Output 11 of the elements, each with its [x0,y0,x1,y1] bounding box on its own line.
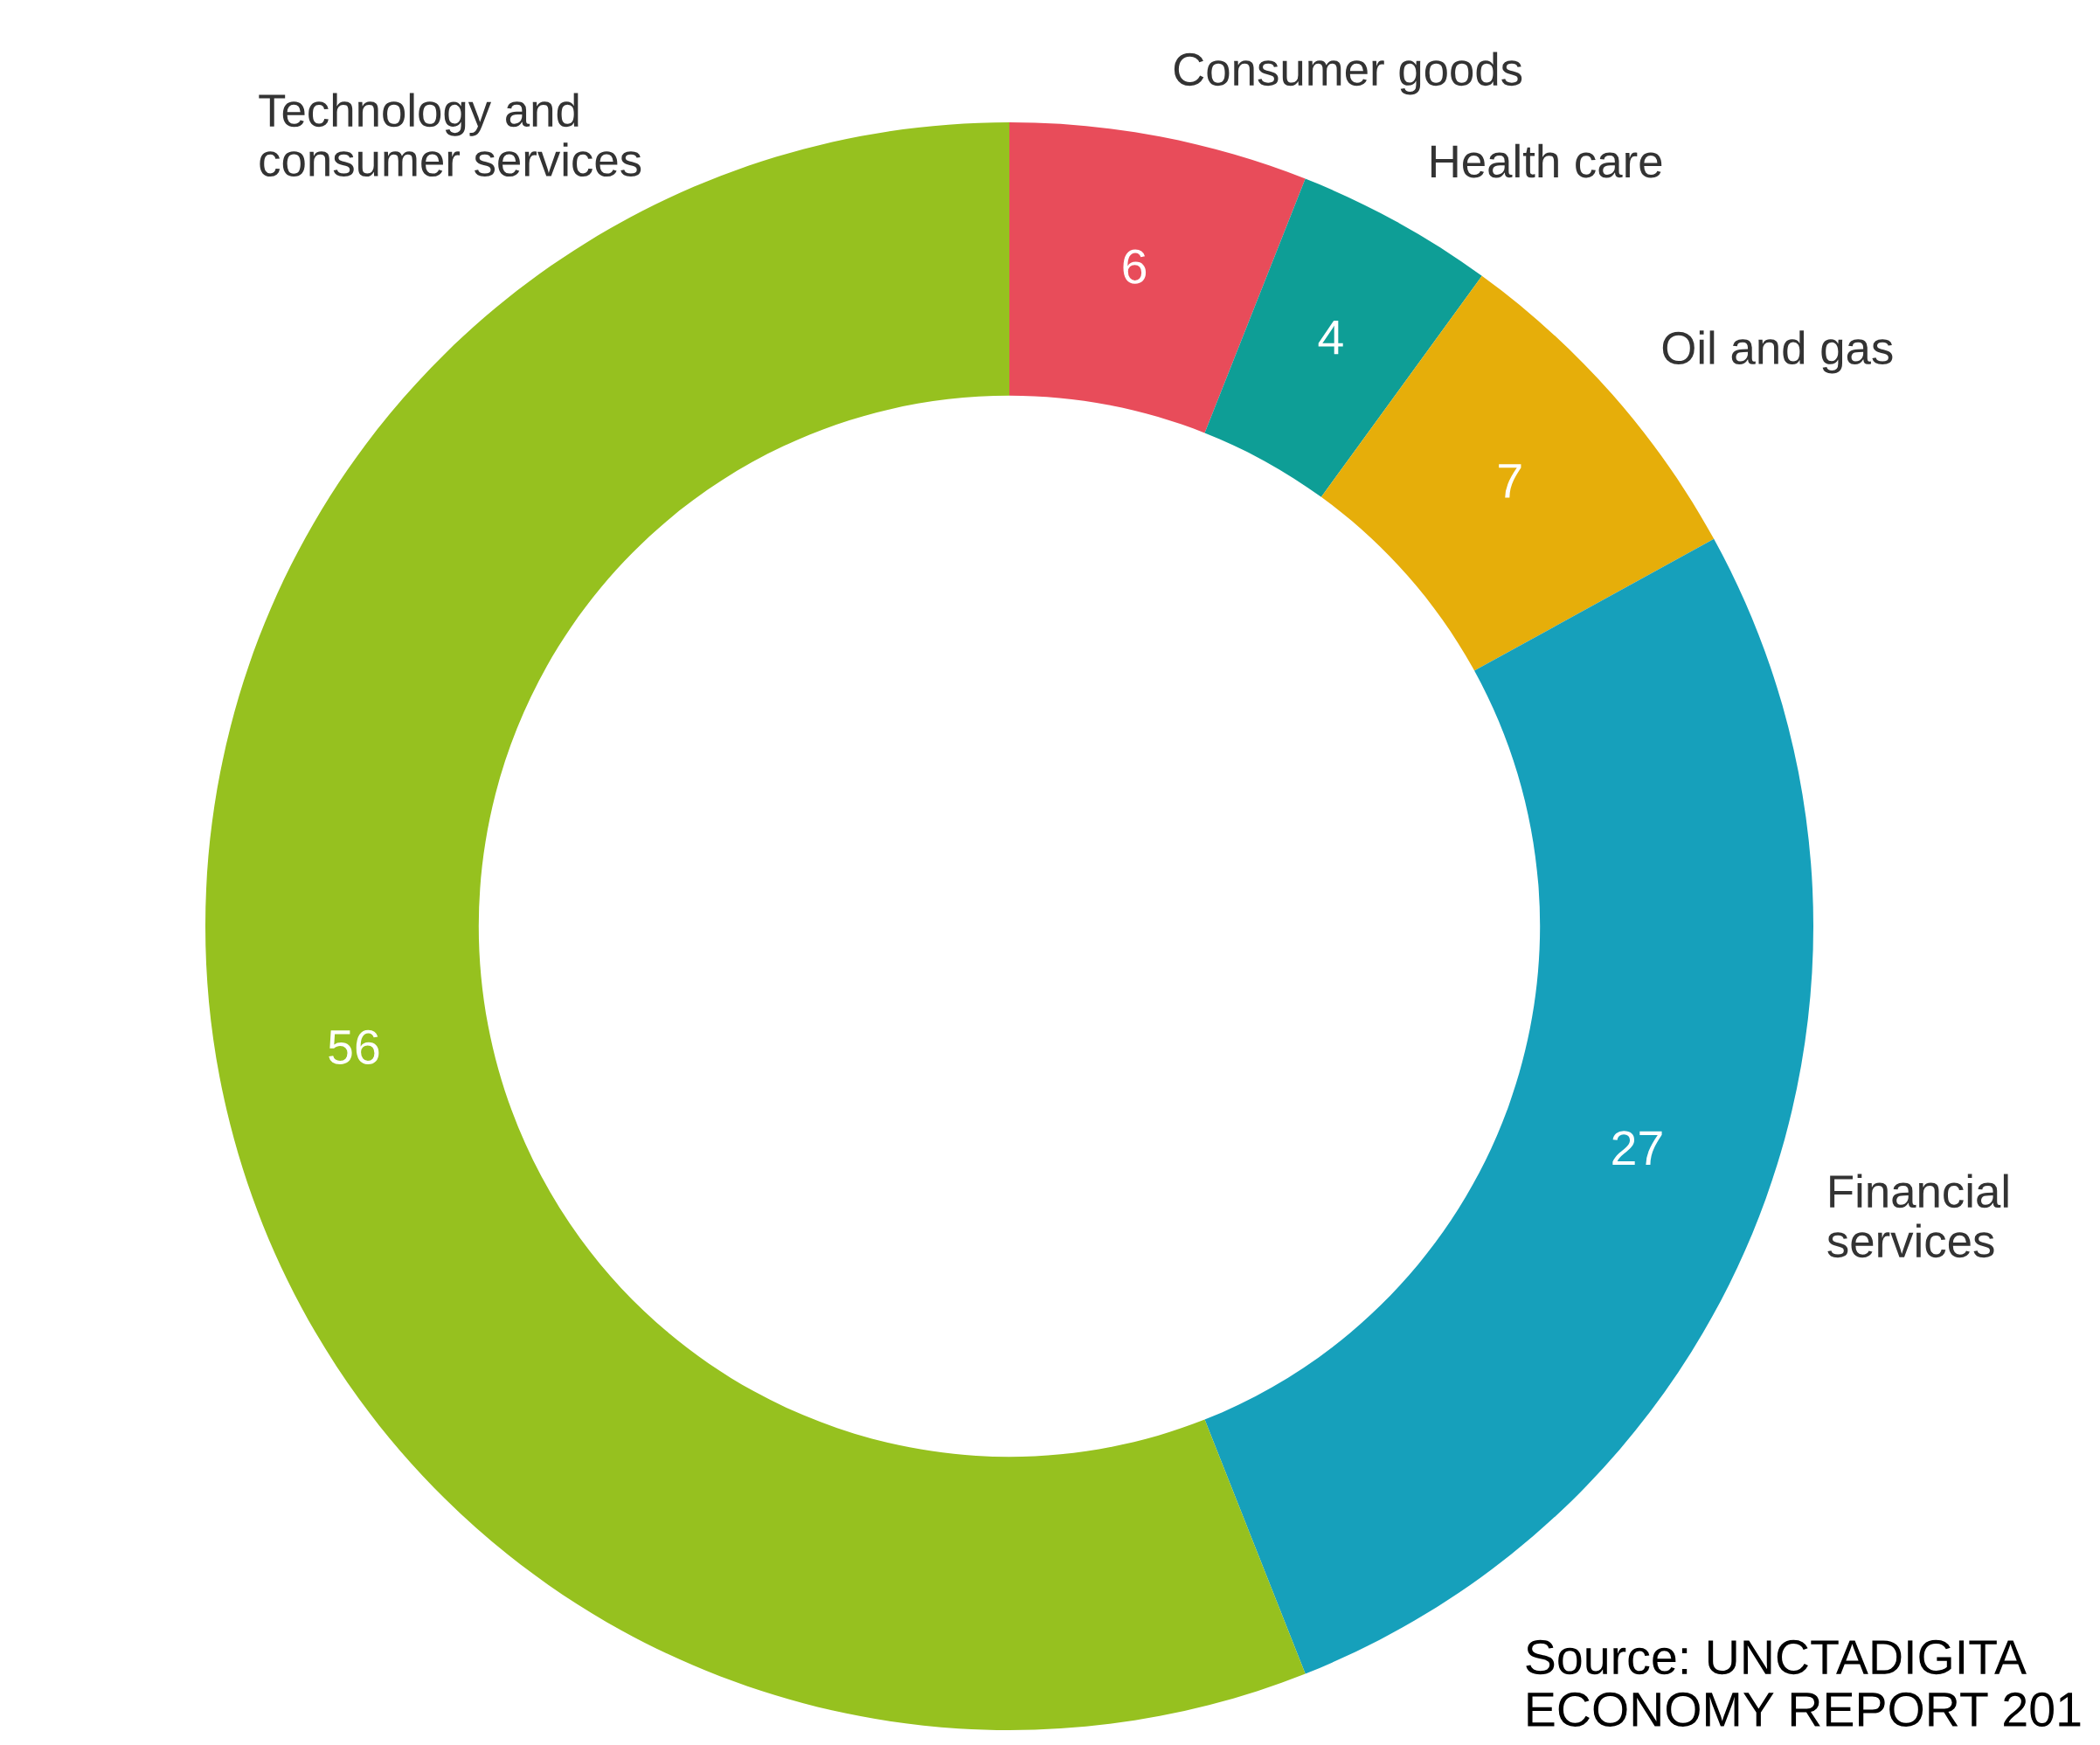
slice-label: Technology and consumer services [259,93,641,177]
data-label: 6 [1123,249,1147,284]
data-label: 27 [1612,1131,1662,1166]
slice-label: Consumer goods [1174,52,1522,95]
source-note: Source: UNCTADIGITA ECONOMY REPORT 201 [1526,1639,2081,1728]
data-label: 4 [1318,321,1343,355]
data-label: 56 [329,1029,379,1064]
slice-label: Financial services [1827,1174,2008,1258]
slice-label: Oil and gas [1662,330,1893,374]
data-label: 7 [1499,464,1521,498]
slice-label: Health care [1431,143,1662,178]
